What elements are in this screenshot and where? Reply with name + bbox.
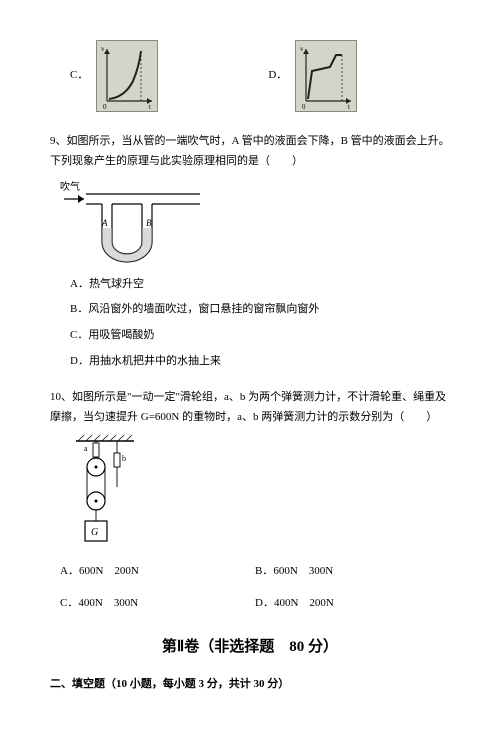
u-tube-label-b: B xyxy=(146,218,152,228)
question-10: 10、如图所示是"一动一定"滑轮组，a、b 为两个弹簧测力计，不计滑轮重、绳重及… xyxy=(50,388,450,614)
svg-text:v: v xyxy=(300,45,304,53)
question-9: 9、如图所示，当从管的一端吹气时，A 管中的液面会下降，B 管中的液面会上升。下… xyxy=(50,132,450,372)
q10-text: 10、如图所示是"一动一定"滑轮组，a、b 为两个弹簧测力计，不计滑轮重、绳重及… xyxy=(50,388,450,428)
q8-options-cd: C． v 0 t D． xyxy=(50,40,450,112)
q9-text: 9、如图所示，当从管的一端吹气时，A 管中的液面会下降，B 管中的液面会上升。下… xyxy=(50,132,450,172)
q10-option-d[interactable]: D．400N 200N xyxy=(255,594,450,614)
svg-text:t: t xyxy=(348,103,350,111)
q10-figure: G a b xyxy=(70,435,150,550)
fill-blank-header: 二、填空题（10 小题，每小题 3 分，共计 30 分） xyxy=(50,675,450,695)
section-2-title: 第Ⅱ卷（非选择题 80 分） xyxy=(50,634,450,661)
q9-option-a[interactable]: A．热气球升空 xyxy=(70,275,450,295)
q10-option-c[interactable]: C．400N 300N xyxy=(60,594,255,614)
option-d-label: D． xyxy=(268,66,287,86)
graph-d: v 0 t xyxy=(295,40,357,112)
u-tube-label-a: A xyxy=(101,218,108,228)
blow-label: 吹气 xyxy=(60,180,80,193)
load-label: G xyxy=(91,527,98,538)
option-c-label: C． xyxy=(70,66,88,86)
q9-option-c[interactable]: C．用吸管喝酸奶 xyxy=(70,326,450,346)
svg-text:v: v xyxy=(101,45,105,53)
q10-option-a[interactable]: A．600N 200N xyxy=(60,562,255,582)
q9-options: A．热气球升空 B．风沿窗外的墙面吹过，窗口悬挂的窗帘飘向窗外 C．用吸管喝酸奶… xyxy=(70,275,450,372)
svg-text:0: 0 xyxy=(302,103,306,111)
svg-text:0: 0 xyxy=(103,103,107,111)
svg-text:t: t xyxy=(149,103,151,111)
svg-text:b: b xyxy=(122,454,126,463)
q9-option-d[interactable]: D．用抽水机把井中的水抽上来 xyxy=(70,352,450,372)
graph-c: v 0 t xyxy=(96,40,158,112)
q9-option-b[interactable]: B．风沿窗外的墙面吹过，窗口悬挂的窗帘飘向窗外 xyxy=(70,300,450,320)
q10-options: A．600N 200N B．600N 300N C．400N 300N D．40… xyxy=(60,562,450,614)
q10-option-b[interactable]: B．600N 300N xyxy=(255,562,450,582)
svg-text:a: a xyxy=(84,444,88,453)
q9-figure: 吹气 A B xyxy=(60,180,200,265)
